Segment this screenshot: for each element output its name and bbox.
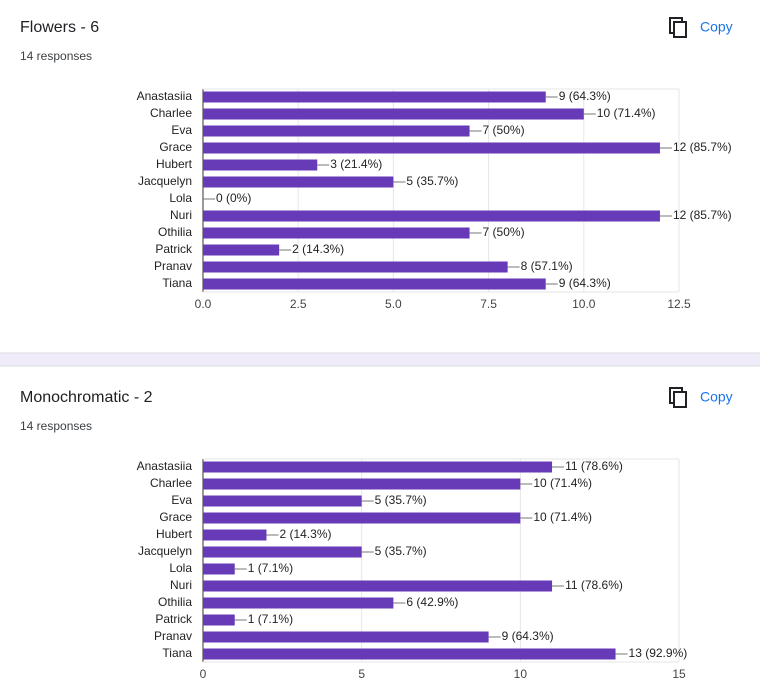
category-label: Anastasiia: [137, 459, 193, 473]
bar: [203, 176, 394, 188]
x-tick-label: 7.5: [480, 297, 497, 311]
category-label: Charlee: [150, 106, 192, 120]
x-tick-label: 10.0: [572, 297, 596, 311]
value-label: 9 (64.3%): [502, 629, 554, 643]
category-label: Grace: [159, 510, 192, 524]
category-label: Jacquelyn: [138, 544, 192, 558]
category-label: Lola: [169, 191, 192, 205]
bar: [203, 546, 362, 558]
value-label: 3 (21.4%): [330, 157, 382, 171]
category-label: Lola: [169, 561, 192, 575]
value-label: 7 (50%): [483, 123, 525, 137]
x-tick-label: 5.0: [385, 297, 402, 311]
value-label: 11 (78.6%): [565, 459, 623, 473]
subtitle: 14 responses: [20, 419, 92, 433]
value-label: 10 (71.4%): [533, 476, 592, 490]
category-label: Nuri: [170, 578, 192, 592]
bar: [203, 648, 616, 660]
value-label: 2 (14.3%): [279, 527, 331, 541]
bar: [203, 108, 584, 120]
value-label: 9 (64.3%): [559, 89, 611, 103]
category-label: Othilia: [158, 595, 192, 609]
bar: [203, 512, 521, 524]
category-label: Tiana: [162, 646, 192, 660]
bar: [203, 159, 318, 171]
x-tick-label: 10: [514, 667, 528, 681]
value-label: 6 (42.9%): [406, 595, 458, 609]
bar: [203, 563, 235, 575]
bar: [203, 125, 470, 137]
category-label: Nuri: [170, 208, 192, 222]
category-label: Eva: [171, 493, 192, 507]
copy-icon[interactable]: [669, 17, 687, 38]
x-tick-label: 0.0: [195, 297, 212, 311]
value-label: 5 (35.7%): [375, 544, 427, 558]
value-label: 7 (50%): [483, 225, 525, 239]
bar: [203, 142, 660, 154]
bar: [203, 227, 470, 239]
value-label: 1 (7.1%): [248, 561, 293, 575]
category-label: Pranav: [154, 629, 192, 643]
bar: [203, 597, 394, 609]
copy-icon[interactable]: [669, 387, 687, 408]
bar: [203, 495, 362, 507]
bar: [203, 244, 280, 256]
value-label: 13 (92.9%): [629, 646, 688, 660]
bar: [203, 478, 521, 490]
chart-title: Monochromatic - 2: [20, 389, 153, 406]
value-label: 2 (14.3%): [292, 242, 344, 256]
bar: [203, 631, 489, 643]
copy-button[interactable]: Copy: [700, 389, 733, 405]
value-label: 9 (64.3%): [559, 276, 611, 290]
bar: [203, 614, 235, 626]
value-label: 10 (71.4%): [597, 106, 656, 120]
bar: [203, 210, 660, 222]
bar: [203, 91, 546, 103]
copy-icon-front: [673, 391, 687, 408]
x-tick-label: 0: [200, 667, 207, 681]
value-label: 0 (0%): [216, 191, 251, 205]
category-label: Eva: [171, 123, 192, 137]
value-label: 10 (71.4%): [533, 510, 592, 524]
bar: [203, 278, 546, 290]
value-label: 5 (35.7%): [406, 174, 458, 188]
value-label: 12 (85.7%): [673, 208, 732, 222]
category-label: Hubert: [156, 527, 193, 541]
category-label: Pranav: [154, 259, 192, 273]
subtitle: 14 responses: [20, 49, 92, 63]
x-tick-label: 12.5: [667, 297, 691, 311]
bar: [203, 261, 508, 273]
category-label: Jacquelyn: [138, 174, 192, 188]
x-tick-label: 2.5: [290, 297, 307, 311]
bar: [203, 580, 553, 592]
value-label: 12 (85.7%): [673, 140, 732, 154]
value-label: 1 (7.1%): [248, 612, 293, 626]
bar: [203, 529, 267, 541]
category-label: Patrick: [155, 612, 193, 626]
x-tick-label: 15: [672, 667, 686, 681]
category-label: Hubert: [156, 157, 193, 171]
chart-title: Flowers - 6: [20, 19, 99, 36]
category-label: Grace: [159, 140, 192, 154]
card-separator: [0, 353, 760, 366]
category-label: Patrick: [155, 242, 193, 256]
value-label: 5 (35.7%): [375, 493, 427, 507]
value-label: 8 (57.1%): [521, 259, 573, 273]
category-label: Tiana: [162, 276, 192, 290]
x-tick-label: 5: [358, 667, 365, 681]
category-label: Anastasiia: [137, 89, 193, 103]
bar: [203, 461, 553, 473]
category-label: Othilia: [158, 225, 192, 239]
value-label: 11 (78.6%): [565, 578, 623, 592]
copy-icon-front: [673, 21, 687, 38]
copy-button[interactable]: Copy: [700, 19, 733, 35]
category-label: Charlee: [150, 476, 192, 490]
